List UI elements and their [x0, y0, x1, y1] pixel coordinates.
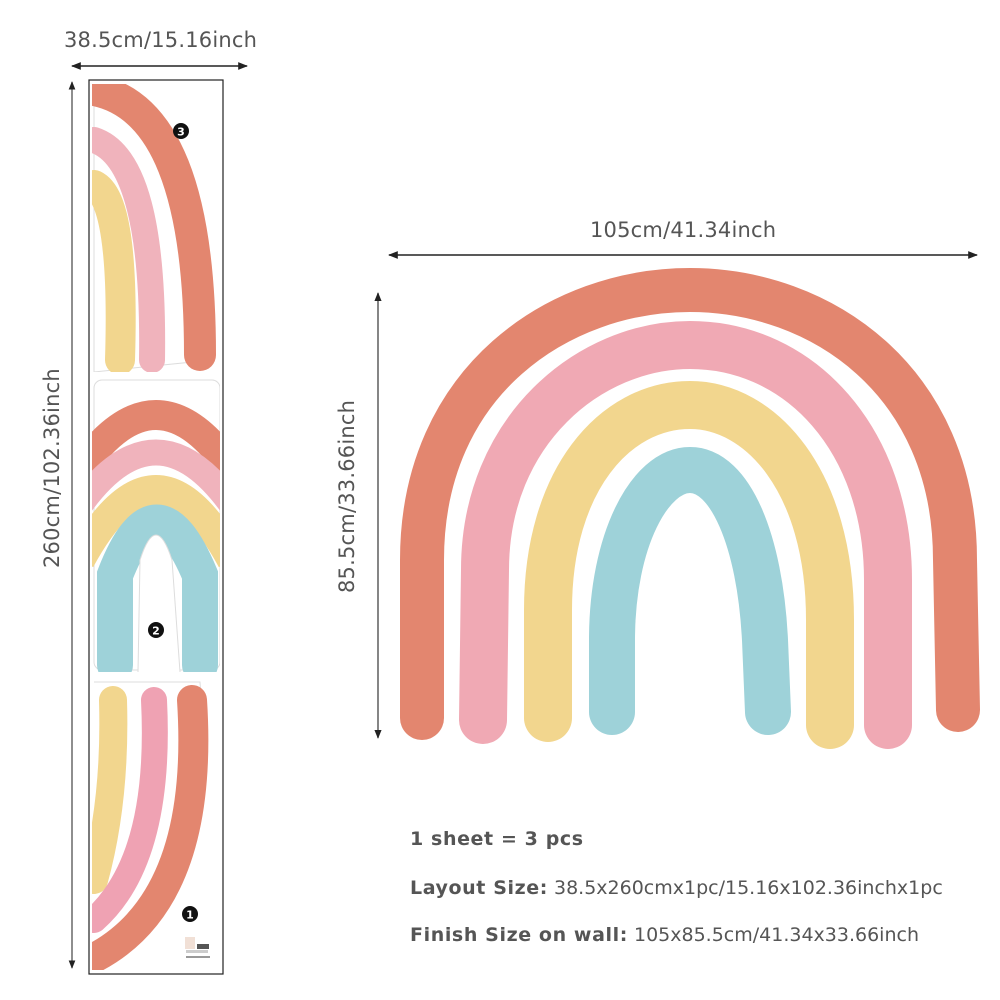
- piece-1: [92, 681, 209, 970]
- svg-text:1: 1: [186, 909, 194, 922]
- finish-size: Finish Size on wall: 105x85.5cm/41.34x33…: [410, 924, 919, 946]
- layout-size-value: 38.5x260cmx1pc/15.16x102.36inchx1pc: [547, 877, 943, 899]
- finish-size-value: 105x85.5cm/41.34x33.66inch: [627, 924, 919, 946]
- finish-size-label: Finish Size on wall:: [410, 924, 628, 946]
- sheet-height-label: 260cm/102.36inch: [40, 368, 64, 568]
- rainbow-width-label: 105cm/41.34inch: [590, 218, 777, 242]
- piece-2-badge: [148, 622, 164, 638]
- sheet-width-label: 38.5cm/15.16inch: [64, 28, 258, 52]
- piece-2: [92, 379, 220, 672]
- band-blue: [589, 446, 791, 735]
- band-coral: [400, 267, 980, 740]
- finished-rainbow: [400, 267, 980, 749]
- svg-text:2: 2: [152, 625, 160, 638]
- svg-text:3: 3: [177, 126, 185, 139]
- piece-3-badge: [173, 123, 189, 139]
- product-label: [185, 937, 210, 958]
- sheet-count: 1 sheet = 3 pcs: [410, 828, 584, 850]
- band-pink: [459, 320, 912, 749]
- layout-size-label: Layout Size:: [410, 877, 548, 899]
- layout-size: Layout Size: 38.5x260cmx1pc/15.16x102.36…: [410, 877, 943, 899]
- band-yellow: [524, 380, 854, 749]
- piece-3: [92, 84, 216, 372]
- rainbow-height-label: 85.5cm/33.66inch: [335, 399, 359, 593]
- piece-1-badge: [182, 906, 198, 922]
